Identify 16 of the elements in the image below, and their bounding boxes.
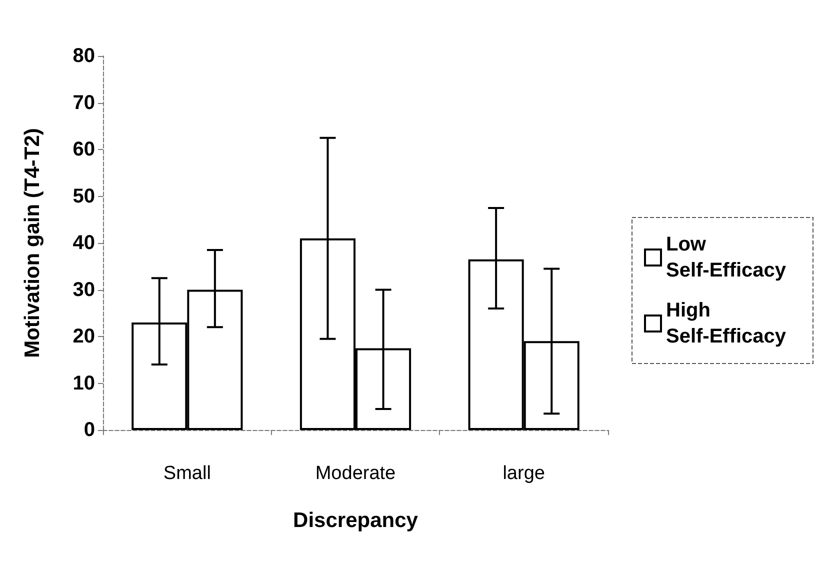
legend-label: High Self-Efficacy — [666, 300, 787, 348]
x-tick-label: Moderate — [315, 463, 396, 484]
y-tick-label: 60 — [72, 138, 95, 160]
legend-label: Low Self-Efficacy — [666, 234, 787, 282]
y-tick-label: 40 — [72, 232, 95, 254]
y-tick-label: 20 — [72, 326, 95, 348]
x-tick-label: large — [502, 463, 545, 484]
y-tick-label: 80 — [72, 45, 95, 67]
y-tick-label: 70 — [72, 92, 95, 114]
x-tick-label: Small — [163, 463, 211, 484]
y-axis-title: Motivation gain (T4-T2) — [21, 128, 44, 358]
x-axis-title: Discrepancy — [293, 509, 418, 532]
y-tick-label: 10 — [72, 372, 95, 394]
y-tick-label: 0 — [84, 419, 95, 441]
y-tick-label: 50 — [72, 185, 95, 208]
y-tick-label: 30 — [72, 278, 95, 301]
